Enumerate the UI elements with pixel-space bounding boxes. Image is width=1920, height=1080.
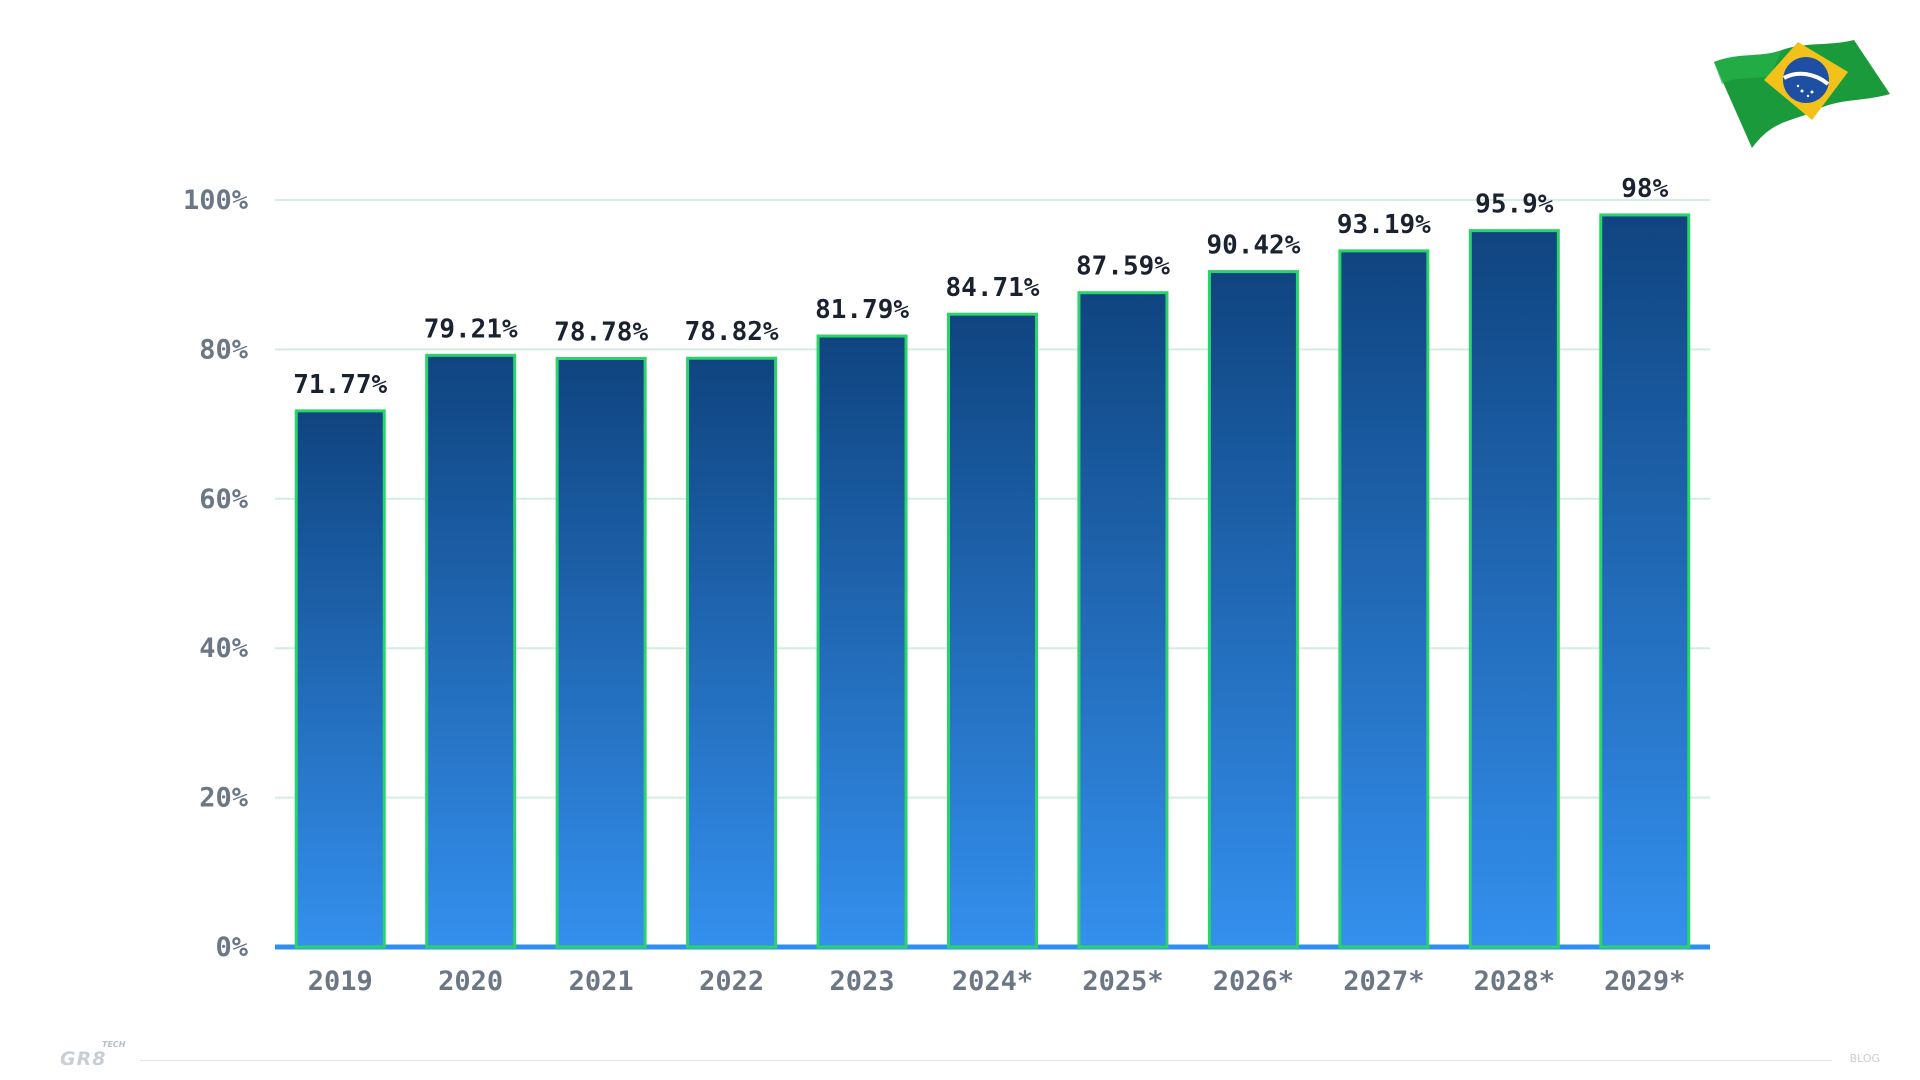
y-tick-label: 0%: [215, 932, 248, 963]
bar: [555, 357, 647, 949]
bar: [1599, 213, 1691, 949]
footer-blog-label[interactable]: BLOG: [1849, 1052, 1880, 1065]
x-tick-label: 2028*: [1474, 966, 1555, 997]
x-tick-label: 2021: [569, 966, 634, 997]
bar: [816, 334, 908, 949]
y-tick-label: 40%: [199, 633, 249, 664]
bar: [1077, 291, 1169, 949]
value-label: 81.79%: [815, 295, 909, 325]
x-tick-label: 2024*: [952, 966, 1033, 997]
x-tick-label: 2022: [699, 966, 764, 997]
x-tick-label: 2020: [438, 966, 503, 997]
y-tick-label: 20%: [199, 783, 249, 814]
footer-logo: GR8: [60, 1048, 107, 1070]
x-tick-label: 2029*: [1604, 966, 1685, 997]
bar: [294, 409, 386, 949]
x-tick-label: 2027*: [1343, 966, 1424, 997]
x-tick-label: 2023: [830, 966, 895, 997]
bars: [294, 213, 1691, 949]
y-tick-label: 60%: [199, 484, 249, 515]
value-label: 84.71%: [946, 273, 1040, 303]
x-axis-ticks: 2019 2020 2021 2022 2023 2024* 2025* 2026* 2027*…: [308, 966, 1686, 997]
brazil-flag-icon: [1714, 40, 1890, 148]
value-labels: 71.77% 79.21% 78.78% 78.82% 81.79% 84.71% 87.5…: [293, 174, 1668, 400]
value-label: 93.19%: [1337, 210, 1431, 240]
x-tick-label: 2026*: [1213, 966, 1294, 997]
bar: [425, 353, 517, 949]
footer: GR8 TECH BLOG: [60, 1040, 1880, 1072]
bar: [1207, 270, 1299, 949]
x-tick-label: 2019: [308, 966, 373, 997]
value-label: 79.21%: [424, 314, 518, 344]
value-label: 78.78%: [554, 318, 648, 348]
value-label: 78.82%: [685, 317, 779, 347]
y-tick-label: 80%: [199, 334, 249, 365]
x-tick-label: 2025*: [1082, 966, 1163, 997]
bar: [1468, 229, 1560, 949]
value-label: 98%: [1621, 174, 1668, 204]
value-label: 71.77%: [293, 370, 387, 400]
footer-divider: [140, 1060, 1832, 1061]
value-label: 90.42%: [1206, 231, 1300, 261]
bar: [947, 312, 1038, 949]
y-tick-label: 100%: [183, 185, 249, 216]
footer-logo-sup: TECH: [102, 1040, 126, 1049]
value-label: 87.59%: [1076, 252, 1170, 282]
value-label: 95.9%: [1475, 190, 1554, 220]
y-axis-ticks: 0% 20% 40% 60% 80% 100%: [183, 185, 249, 963]
bar: [686, 356, 778, 949]
bar: [1338, 249, 1430, 949]
